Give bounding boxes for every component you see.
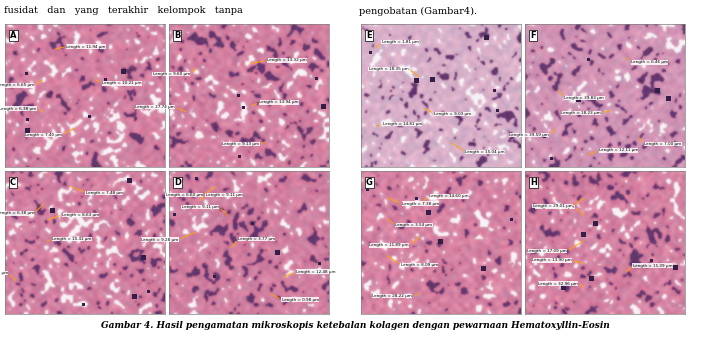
Text: pengobatan (Gambar4).: pengobatan (Gambar4).: [359, 6, 477, 16]
Text: Length = 13.90 μm: Length = 13.90 μm: [532, 259, 572, 262]
Text: Length = 39.59 μm: Length = 39.59 μm: [509, 133, 549, 137]
Text: G: G: [365, 178, 373, 187]
Text: Length = 14.81 μm: Length = 14.81 μm: [383, 122, 422, 126]
Text: C: C: [10, 178, 16, 187]
Text: Length = 11.94 μm: Length = 11.94 μm: [66, 45, 106, 49]
Text: Length = 3.54 μm: Length = 3.54 μm: [395, 223, 432, 227]
Text: Length = 15.04 μm: Length = 15.04 μm: [465, 150, 505, 154]
Text: Length = 9.13 μm: Length = 9.13 μm: [223, 142, 260, 146]
Text: Length = 9.11 μm: Length = 9.11 μm: [182, 205, 219, 209]
Text: fusidat   dan   yang   terakhir   kelompok   tanpa: fusidat dan yang terakhir kelompok tanpa: [4, 6, 242, 16]
Text: Length = 7.40 μm: Length = 7.40 μm: [25, 133, 62, 137]
Text: Length = 9.28 μm: Length = 9.28 μm: [141, 238, 178, 242]
Text: Length = 13.32 μm: Length = 13.32 μm: [267, 58, 307, 63]
Text: Length = 12.48 μm: Length = 12.48 μm: [296, 270, 336, 273]
Text: Length = 6.38 μm: Length = 6.38 μm: [0, 106, 36, 111]
Text: Length = 8.63 μm: Length = 8.63 μm: [62, 213, 99, 217]
Text: Length = 39.83 μm: Length = 39.83 μm: [565, 96, 604, 100]
Text: Length = 10.41 μm: Length = 10.41 μm: [52, 237, 92, 241]
Text: Length = 6.38 μm: Length = 6.38 μm: [0, 271, 9, 275]
Text: Length = 27.74 μm: Length = 27.74 μm: [135, 105, 175, 109]
Text: Length = 6.46 μm: Length = 6.46 μm: [631, 61, 668, 64]
Text: B: B: [173, 31, 180, 40]
Text: Length = 6.60 μm: Length = 6.60 μm: [166, 193, 203, 197]
Text: Length = 7.00 μm: Length = 7.00 μm: [644, 142, 681, 146]
Text: A: A: [10, 31, 16, 40]
Text: Length = 32.96 μm: Length = 32.96 μm: [538, 282, 578, 286]
Text: Length = 11.89 μm: Length = 11.89 μm: [369, 243, 409, 247]
Text: Length = 9.11 μm: Length = 9.11 μm: [205, 193, 242, 197]
Text: Length = 29.01 μm: Length = 29.01 μm: [533, 204, 572, 208]
Text: Length = 13.44 μm: Length = 13.44 μm: [535, 205, 574, 209]
Text: Gambar 4. Hasil pengamatan mikroskopis ketebalan kolagen dengan pewarnaan Hemato: Gambar 4. Hasil pengamatan mikroskopis k…: [101, 321, 610, 331]
Text: Length = 11.39 μm: Length = 11.39 μm: [633, 264, 673, 268]
Text: Length = 9.60 μm: Length = 9.60 μm: [153, 72, 190, 76]
Text: Length = 7.48 μm: Length = 7.48 μm: [85, 191, 123, 195]
Text: Length = 18.23 μm: Length = 18.23 μm: [561, 111, 601, 115]
Text: Length = 28.22 μm: Length = 28.22 μm: [373, 294, 412, 298]
Text: H: H: [530, 178, 537, 187]
Text: Length = 3.77 μm: Length = 3.77 μm: [237, 237, 275, 241]
Text: Length = 1.81 μm: Length = 1.81 μm: [382, 40, 419, 44]
Text: F: F: [530, 31, 535, 40]
Text: Length = 8.09 μm: Length = 8.09 μm: [400, 263, 438, 267]
Text: Length = 7.38 μm: Length = 7.38 μm: [402, 202, 439, 206]
Text: Length = 14.60 μm: Length = 14.60 μm: [429, 194, 469, 198]
Text: Length = 9.03 μm: Length = 9.03 μm: [434, 112, 471, 116]
Text: Length = 12.11 μm: Length = 12.11 μm: [599, 148, 638, 152]
Text: Length = 17.09 μm: Length = 17.09 μm: [527, 249, 567, 253]
Text: Length = 13.94 μm: Length = 13.94 μm: [260, 100, 299, 104]
Text: Length = 6.65 μm: Length = 6.65 μm: [0, 83, 34, 88]
Text: Length = 6.38 μm: Length = 6.38 μm: [0, 211, 34, 215]
Text: Length = 10.21 μm: Length = 10.21 μm: [102, 81, 141, 86]
Text: D: D: [173, 178, 181, 187]
Text: E: E: [365, 31, 371, 40]
Text: Length = 0.98 μm: Length = 0.98 μm: [282, 298, 319, 301]
Text: Length = 18.35 μm: Length = 18.35 μm: [369, 67, 408, 71]
